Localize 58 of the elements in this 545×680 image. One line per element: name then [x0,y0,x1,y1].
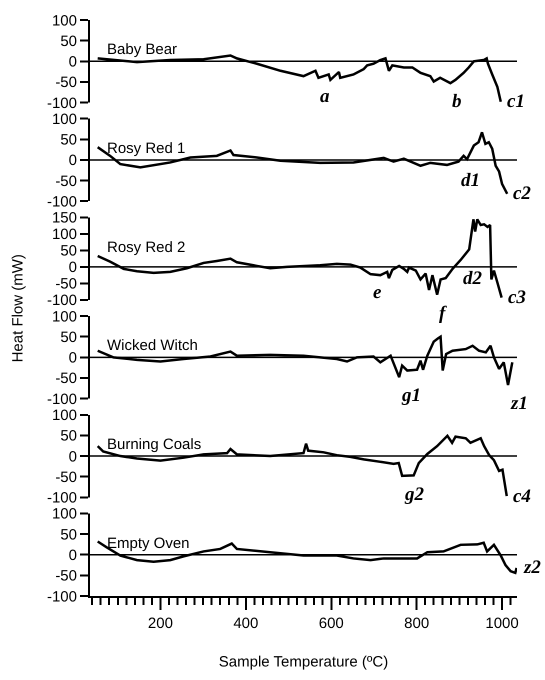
x-tick-label: 600 [318,615,344,632]
y-tick-label: -100 [46,194,77,210]
y-tick-label: -50 [55,74,77,92]
y-tick-label: 0 [68,350,77,367]
series-label: Empty Oven [107,535,190,552]
y-axis-title: Heat Flow (mW) [9,254,26,362]
y-tick-label: 100 [52,110,77,128]
annotation: c1 [507,91,525,112]
series-label: Rosy Red 1 [107,140,186,157]
y-tick-label: -50 [55,568,77,585]
y-tick-label: 50 [60,328,77,346]
annotation: a [320,86,330,107]
y-tick-label: 100 [52,308,77,326]
y-tick-label: 50 [60,526,77,544]
y-tick-label: 50 [60,132,77,149]
y-tick-label: 100 [52,407,77,424]
y-tick-label: 0 [68,152,77,170]
y-tick-label: 100 [52,506,77,523]
annotation: e [373,282,382,303]
annotation: g1 [401,385,421,406]
y-tick-label: -50 [55,172,77,190]
y-tick-label: 50 [60,242,77,260]
series-label: Baby Bear [107,41,178,58]
y-tick-label: 100 [52,226,77,244]
series-label: Wicked Witch [107,337,198,354]
y-tick-label: -100 [46,94,77,112]
annotation: z2 [523,557,542,578]
y-tick-label: 150 [52,210,77,227]
y-tick-label: 0 [68,259,77,276]
y-tick-label: -100 [46,490,77,507]
y-tick-label: -50 [55,370,77,388]
y-tick-label: 100 [52,12,77,30]
x-tick-label: 200 [148,615,173,632]
annotation: f [439,303,447,324]
y-tick-label: -50 [55,276,77,293]
y-tick-label: 50 [60,32,77,50]
x-tick-label: 800 [404,615,430,632]
annotation: b [452,91,462,112]
annotation: g2 [404,484,424,505]
series-label: Burning Coals [107,436,202,453]
annotation: c2 [513,183,532,204]
series-label: Rosy Red 2 [107,239,186,256]
annotation: z1 [510,393,528,414]
y-tick-label: 0 [68,546,77,564]
x-axis-title: Sample Temperature (ºC) [218,654,388,670]
annotation: d1 [461,170,480,191]
annotation: c4 [513,486,531,507]
annotation: c3 [508,287,526,308]
annotation: d2 [463,268,482,289]
x-tick-label: 1000 [485,615,519,632]
y-tick-label: -100 [46,390,77,408]
y-tick-label: 0 [68,448,77,466]
y-tick-label: -100 [46,292,77,310]
x-tick-label: 400 [233,615,258,632]
y-tick-label: 50 [60,428,77,445]
y-tick-label: 0 [68,54,77,71]
y-tick-label: -50 [55,468,77,486]
y-tick-label: -100 [46,588,77,606]
